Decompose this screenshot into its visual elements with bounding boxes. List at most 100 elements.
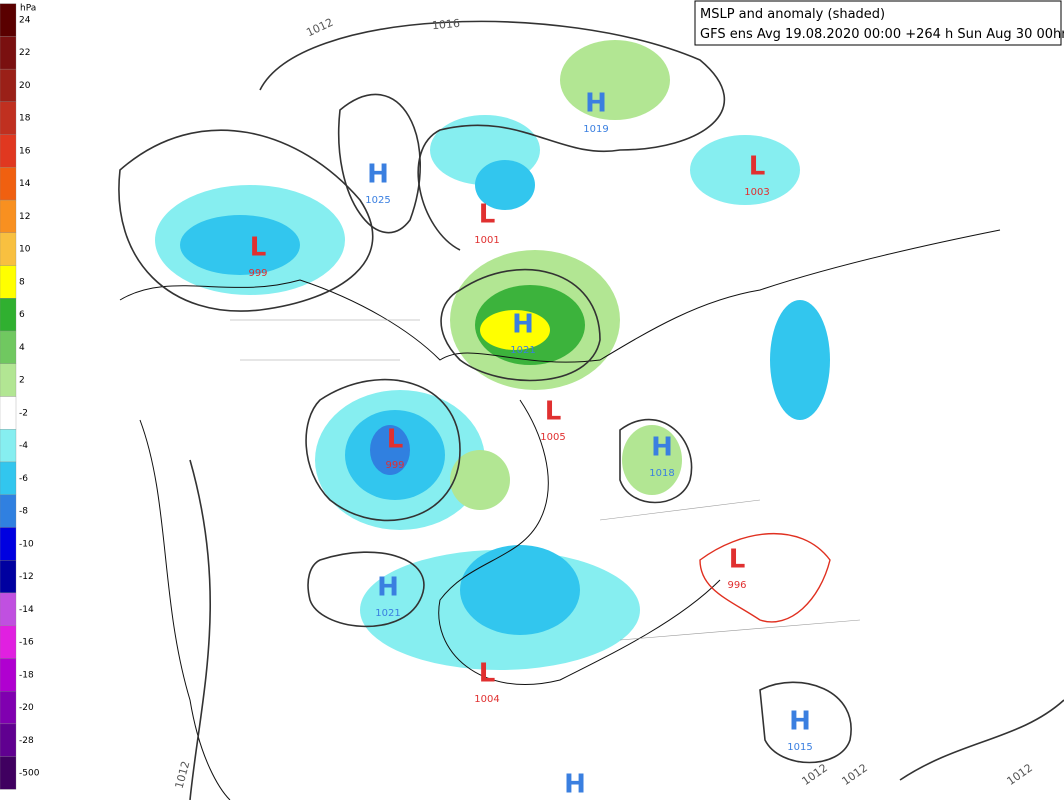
legend-unit: hPa	[20, 4, 36, 14]
isobar	[619, 418, 693, 504]
legend-swatch	[0, 68, 17, 102]
center-symbol: L	[250, 233, 267, 263]
shade	[622, 425, 682, 495]
legend-label: -18	[19, 670, 34, 680]
legend-label: 14	[19, 179, 31, 189]
legend-label: 24	[19, 16, 31, 26]
isobar	[118, 129, 374, 312]
legend-label: 18	[19, 114, 31, 124]
shade	[450, 450, 510, 510]
center-value: 996	[727, 580, 746, 591]
legend-label: -14	[19, 605, 34, 615]
legend-swatch	[0, 494, 17, 528]
isobar-label: 1016	[431, 17, 460, 32]
center-symbol: H	[367, 160, 389, 190]
legend-swatch	[0, 592, 17, 626]
legend-swatch	[0, 756, 17, 790]
coastlines	[119, 229, 1001, 800]
center-value: 1018	[649, 468, 674, 479]
isobar	[307, 551, 425, 628]
legend-label: 12	[19, 212, 30, 222]
legend-swatch	[0, 658, 17, 692]
shade	[370, 425, 410, 475]
legend-swatch	[0, 298, 17, 332]
center-symbol: L	[387, 425, 404, 455]
isobar	[259, 20, 725, 251]
center-value: 1021	[510, 345, 535, 356]
center-value: 1005	[540, 432, 565, 443]
center-value: 999	[248, 268, 267, 279]
coastline	[438, 399, 721, 685]
isobar	[305, 378, 461, 522]
legend-swatch	[0, 232, 17, 266]
legend-swatch	[0, 36, 17, 70]
center-value: 1025	[365, 195, 390, 206]
center-value: 1019	[583, 124, 608, 135]
legend-label: -500	[19, 769, 40, 779]
center-value: 1015	[787, 742, 812, 753]
legend-swatch	[0, 396, 17, 430]
center-symbol: H	[512, 310, 534, 340]
legend-label: -10	[19, 539, 34, 549]
legend-label: 8	[19, 277, 25, 287]
center-value: 1003	[744, 187, 769, 198]
center-symbol: L	[749, 152, 766, 182]
legend-swatch	[0, 527, 17, 561]
center-symbol: H	[377, 573, 399, 603]
legend-swatch	[0, 625, 17, 659]
legend-swatch	[0, 134, 17, 168]
center-symbol: H	[651, 433, 673, 463]
header-line: GFS ens Avg 19.08.2020 00:00 +264 h Sun …	[700, 27, 1064, 42]
center-symbol: H	[564, 770, 586, 800]
legend-label: 22	[19, 48, 30, 58]
isobar	[189, 459, 1064, 800]
legend-label: 4	[19, 343, 25, 353]
header-line: MSLP and anomaly (shaded)	[700, 7, 885, 22]
center-symbol: L	[479, 659, 496, 689]
header: MSLP and anomaly (shaded) GFS ens Avg 19…	[694, 0, 1064, 46]
legend-label: 10	[19, 245, 31, 255]
center-symbol: L	[545, 397, 562, 427]
border	[230, 319, 861, 641]
legend-label: 6	[19, 310, 25, 320]
center-value: 999	[385, 460, 404, 471]
center-value: 1004	[474, 694, 499, 705]
shade	[480, 310, 550, 350]
legend-swatch	[0, 723, 17, 757]
legend-swatch	[0, 3, 17, 37]
legend-label: 16	[19, 146, 31, 156]
legend-swatch	[0, 429, 17, 463]
legend: hPa 24 22 20 18 16 14 12 10 8 6 4 2 -2 -4 -6 -8 -10 -12 -1…	[0, 0, 40, 800]
center-symbol: H	[789, 707, 811, 737]
legend-swatch	[0, 167, 17, 201]
legend-label: -8	[19, 507, 28, 517]
shade	[475, 160, 535, 210]
center-symbol: L	[729, 545, 746, 575]
legend-label: -16	[19, 638, 34, 648]
center-value: 1021	[375, 608, 400, 619]
isobar	[337, 93, 421, 234]
isobars	[118, 20, 1064, 800]
legend-label: -4	[19, 441, 28, 451]
legend-label: -12	[19, 572, 34, 582]
legend-label: 2	[19, 376, 25, 386]
legend-swatch	[0, 461, 17, 495]
shade	[770, 300, 830, 420]
center-value: 1001	[474, 235, 499, 246]
legend-swatch	[0, 199, 17, 233]
coastline	[119, 229, 1001, 363]
legend-swatch	[0, 363, 17, 397]
legend-swatch	[0, 691, 17, 725]
isobar	[440, 268, 601, 382]
legend-swatch	[0, 560, 17, 594]
center-symbol: L	[479, 200, 496, 230]
isobar-low	[699, 532, 831, 623]
legend-label: -28	[19, 736, 34, 746]
center-symbol: H	[585, 89, 607, 119]
shade	[690, 135, 800, 205]
legend-label: 20	[19, 81, 31, 91]
legend-swatch	[0, 265, 17, 299]
shade	[560, 40, 670, 120]
legend-label: -6	[19, 474, 28, 484]
